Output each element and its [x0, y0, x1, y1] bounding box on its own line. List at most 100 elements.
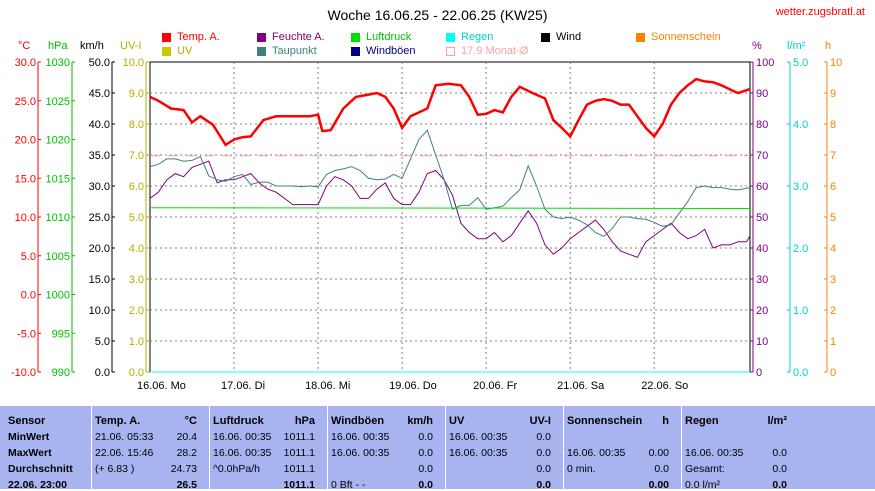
stats-cell: 0.0 [418, 463, 433, 475]
legend-swatch [541, 32, 550, 42]
sun-tick-label: 6 [830, 181, 836, 193]
stats-cell: 0 Bft - - [331, 479, 366, 491]
stats-cell: 16.06. 00:35 [449, 447, 508, 459]
stats-cell: 16.06. 00:35 [213, 447, 272, 459]
stats-row-labels: Sensor MinWert MaxWert Durchschnitt 22.0… [8, 406, 88, 491]
stats-cell: 21.06. 05:33 [95, 431, 154, 443]
stats-cell: 16.06. 00:35 [213, 431, 272, 443]
legend-label: Feuchte A. [272, 31, 325, 43]
stats-cell: 0 min. [567, 463, 596, 475]
stats-cell: 1011.1 [283, 463, 315, 475]
sun-tick-label: 3 [830, 274, 836, 286]
stats-column-divider [91, 406, 92, 489]
stats-cell: Regen [685, 415, 719, 427]
pressure-tick-label: 1010 [46, 212, 70, 224]
stats-cell: 0.0 [418, 431, 433, 443]
pressure-tick-label: 1000 [46, 290, 70, 302]
legend-label: Luftdruck [366, 31, 412, 43]
pressure-tick-label: 1025 [46, 96, 70, 108]
uv-tick-label: 7.0 [129, 150, 144, 162]
pressure-tick-label: 1015 [46, 173, 70, 185]
wind-tick-label: 45.0 [89, 88, 110, 100]
pressure-axis-unit: hPa [48, 40, 68, 52]
temp-tick-label: 25.0 [15, 96, 36, 108]
stats-cell: 26.5 [176, 479, 197, 491]
stats-cell: °C [184, 415, 197, 427]
weather-chart: 30.025.020.015.010.05.00.0-5.0-10.010301… [11, 57, 842, 392]
legend-label: Sonnenschein [651, 31, 721, 43]
stats-cell: Temp. A. [95, 415, 141, 427]
stats-cell: UV [449, 415, 465, 427]
temp-tick-label: 30.0 [15, 57, 36, 69]
stats-cell: Gesamt: [685, 463, 725, 475]
stats-cell: 16.06. 00:35 [567, 447, 626, 459]
legend-swatch [446, 46, 455, 56]
legend-item: UV [162, 45, 192, 57]
legend-label: Temp. A. [177, 31, 220, 43]
stats-cell: 0.0 [536, 447, 551, 459]
stats-cell: 1011.1 [283, 431, 315, 443]
x-tick-label: 16.06. Mo [137, 380, 186, 392]
humidity-tick-label: 20 [756, 305, 768, 317]
stats-cell: 0.0 [772, 479, 787, 491]
wind-tick-label: 25.0 [89, 212, 110, 224]
wind-tick-label: 5.0 [95, 336, 110, 348]
legend-label: Wind [556, 31, 582, 43]
uv-tick-label: 2.0 [129, 305, 144, 317]
sun-tick-label: 1 [830, 336, 836, 348]
sun-tick-label: 5 [830, 212, 836, 224]
legend-item: Taupunkt [257, 45, 317, 57]
stats-cell: hPa [294, 415, 315, 427]
site-link[interactable]: wetter.zugsbratl.at [775, 6, 865, 18]
stats-cell: h [662, 415, 669, 427]
humidity-tick-label: 90 [756, 88, 768, 100]
stats-column: Windböen km/h 16.06. 00:35 0.0 16.06. 00:35 0… [327, 406, 437, 491]
stats-cell: 20.4 [176, 431, 197, 443]
x-tick-label: 18.06. Mi [305, 380, 350, 392]
pressure-tick-label: 990 [52, 367, 70, 379]
stats-column-divider [209, 406, 210, 489]
uv-tick-label: 4.0 [129, 243, 144, 255]
chart-title: Woche 16.06.25 - 22.06.25 (KW25) [327, 7, 548, 23]
stats-cell: 0.0 [418, 479, 433, 491]
x-tick-label: 21.06. Sa [557, 380, 605, 392]
stats-cell: 0.0 [536, 463, 551, 475]
humidity-tick-label: 100 [756, 57, 774, 69]
series-temp-a- [149, 77, 751, 147]
sun-tick-label: 8 [830, 119, 836, 131]
legend-item: Wind [541, 31, 581, 43]
sun-axis-unit: h [825, 40, 832, 52]
rain-tick-label: 5.0 [793, 57, 808, 69]
series-luftdruck [149, 207, 751, 209]
stats-cell: 0.00 [648, 447, 669, 459]
uv-tick-label: 5.0 [129, 212, 144, 224]
stats-column-divider [681, 406, 682, 489]
x-tick-label: 17.06. Di [221, 380, 265, 392]
uv-tick-label: 3.0 [129, 274, 144, 286]
stats-column-divider [563, 406, 564, 489]
stats-cell: 1011.1 [283, 479, 315, 491]
sun-tick-label: 4 [830, 243, 836, 255]
stats-column-divider [327, 406, 328, 489]
rain-axis-unit: l/m² [787, 40, 806, 52]
wind-axis-unit: km/h [80, 40, 104, 52]
legend-item: 17.9 Monat-Ø [446, 45, 528, 57]
legend-label: 17.9 Monat-Ø [461, 45, 529, 57]
stats-cell: 16.06. 00:35 [331, 447, 390, 459]
legend-item: Windböen [351, 45, 416, 57]
wind-tick-label: 20.0 [89, 243, 110, 255]
rain-tick-label: 0.0 [793, 367, 808, 379]
stats-cell: 16.06. 00:35 [685, 447, 744, 459]
stats-cell: 28.2 [176, 447, 197, 459]
stats-cell: Luftdruck [213, 415, 264, 427]
stats-cell: 16.06. 00:35 [449, 431, 508, 443]
pressure-tick-label: 1030 [46, 57, 70, 69]
humidity-tick-label: 80 [756, 119, 768, 131]
stats-column: Luftdruck hPa 16.06. 00:35 1011.1 16.06. 00:… [209, 406, 319, 491]
stats-label-current: 22.06. 23:00 [8, 479, 67, 491]
stats-cell: 0.0 [536, 431, 551, 443]
wind-tick-label: 30.0 [89, 181, 110, 193]
temp-tick-label: 20.0 [15, 135, 36, 147]
stats-cell: 1011.1 [283, 447, 315, 459]
temp-tick-label: 15.0 [15, 173, 36, 185]
